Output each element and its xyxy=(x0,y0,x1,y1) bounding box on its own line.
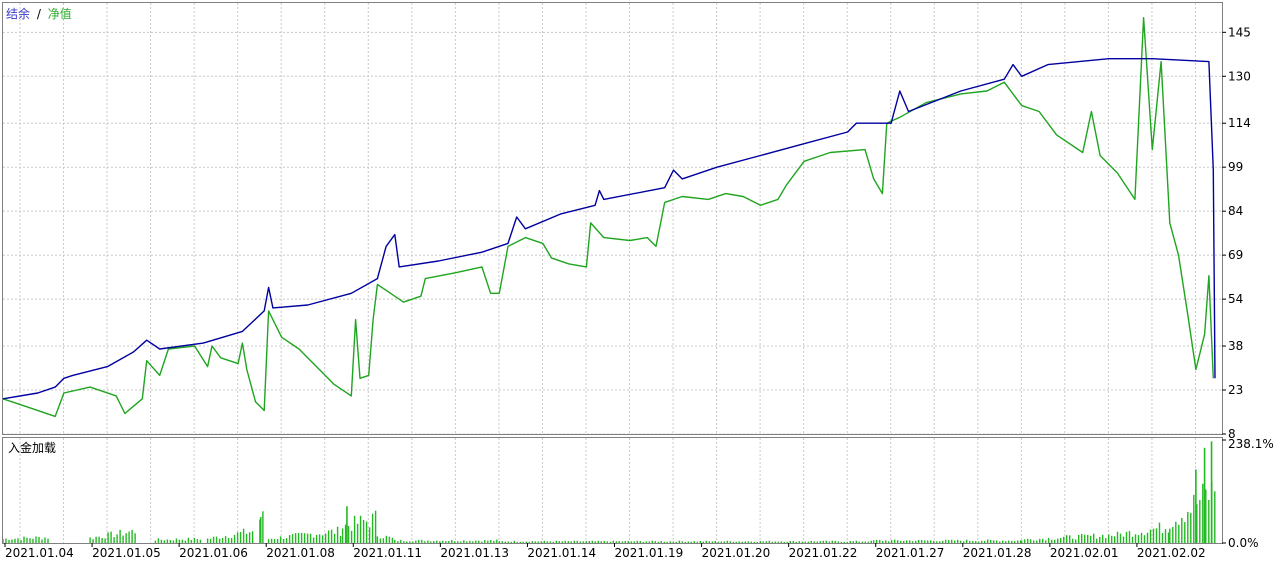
load-panel-label: 入金加载 xyxy=(8,440,56,455)
load-y-axis: 238.1% 0.0% xyxy=(1222,437,1274,550)
x-tick-label: 2021.01.22 xyxy=(789,546,858,560)
x-tick-label: 2021.01.04 xyxy=(5,546,74,560)
y-tick-label: 84 xyxy=(1228,204,1243,218)
load-panel-frame xyxy=(2,437,1223,544)
x-tick-label: 2021.01.13 xyxy=(440,546,509,560)
y-tick-label: 23 xyxy=(1228,383,1243,397)
y-tick-label: 99 xyxy=(1228,160,1243,174)
main-series xyxy=(2,17,1216,418)
x-tick-label: 2021.01.19 xyxy=(615,546,684,560)
equity-line xyxy=(2,17,1214,418)
y-tick-label: 8 xyxy=(1228,427,1236,441)
x-tick-label: 2021.01.05 xyxy=(92,546,161,560)
legend-separator: / xyxy=(37,7,42,21)
main-panel-frame xyxy=(2,2,1223,435)
x-tick-label: 2021.01.20 xyxy=(702,546,771,560)
x-tick-label: 2021.02.01 xyxy=(1050,546,1119,560)
x-tick-label: 2021.01.11 xyxy=(353,546,422,560)
x-tick-label: 2021.01.27 xyxy=(876,546,945,560)
balance-line xyxy=(2,58,1216,400)
load-y-tick-label: 0.0% xyxy=(1228,536,1259,550)
x-tick-label: 2021.01.06 xyxy=(179,546,248,560)
load-y-tick-label: 238.1% xyxy=(1228,437,1274,451)
y-tick-label: 38 xyxy=(1228,339,1243,353)
load-bars xyxy=(2,441,1216,543)
x-tick-label: 2021.01.14 xyxy=(527,546,596,560)
main-y-axis: 145 130 114 99 84 69 54 38 23 8 xyxy=(1222,25,1251,441)
y-tick-label: 130 xyxy=(1228,69,1251,83)
y-tick-label: 114 xyxy=(1228,116,1251,130)
y-tick-label: 145 xyxy=(1228,25,1251,39)
x-axis: 2021.01.04 2021.01.05 2021.01.06 2021.01.08… xyxy=(4,543,1206,560)
x-tick-label: 2021.01.28 xyxy=(963,546,1032,560)
legend-balance-label: 结余 xyxy=(6,6,30,21)
y-tick-label: 54 xyxy=(1228,292,1243,306)
x-tick-label: 2021.01.08 xyxy=(266,546,335,560)
legend: 结余 / 净值 xyxy=(6,6,72,21)
x-tick-label: 2021.02.02 xyxy=(1137,546,1206,560)
legend-equity-label: 净值 xyxy=(48,6,72,21)
y-tick-label: 69 xyxy=(1228,248,1243,262)
